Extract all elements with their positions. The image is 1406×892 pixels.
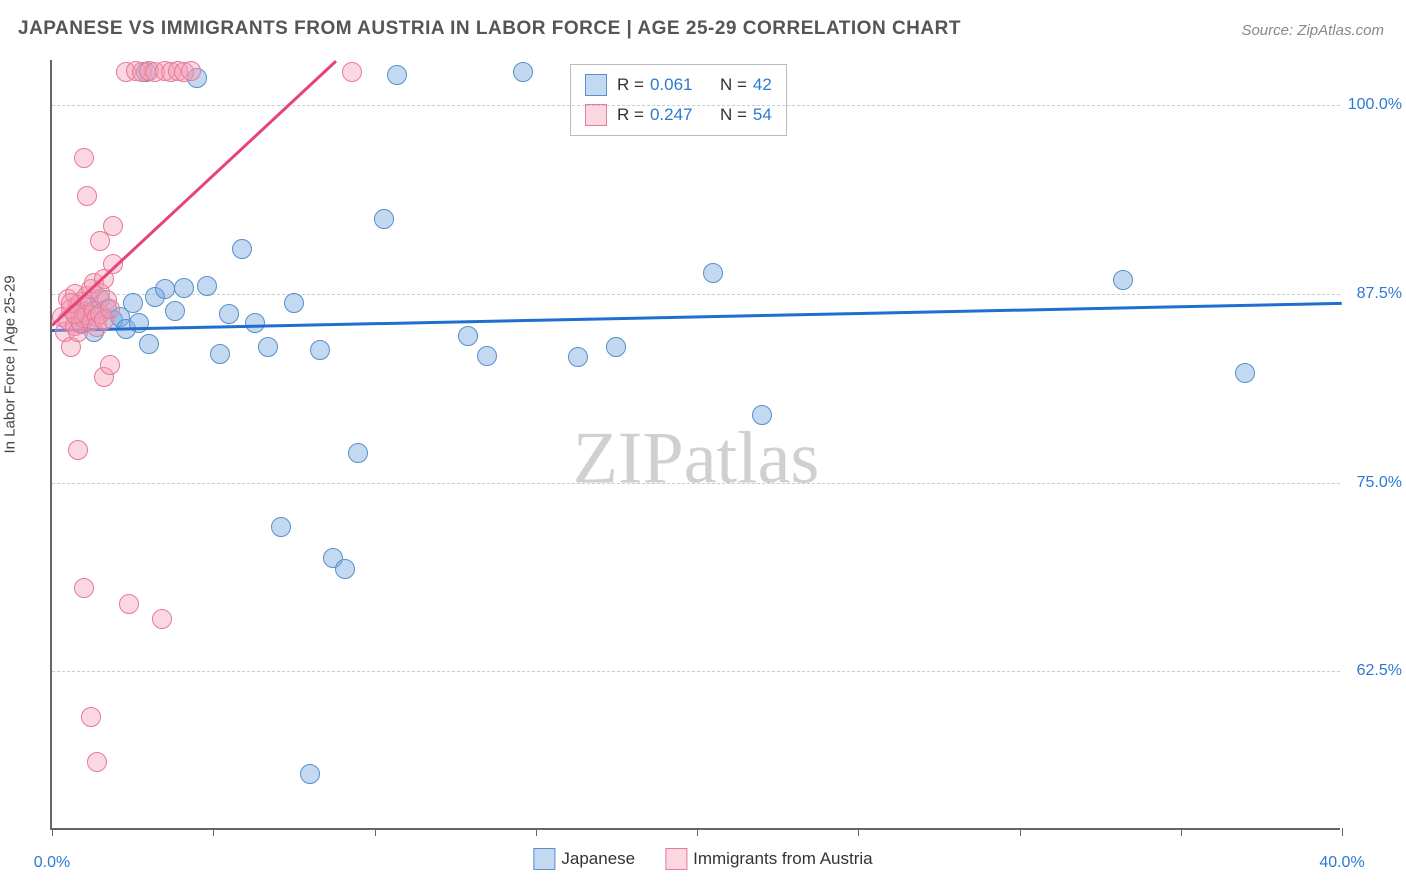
legend-swatch xyxy=(585,74,607,96)
data-point xyxy=(342,62,362,82)
scatter-plot-area: ZIPatlas R =0.061N =42R =0.247N =54 62.5… xyxy=(50,60,1340,830)
data-point xyxy=(374,209,394,229)
x-tick-label: 40.0% xyxy=(1319,854,1364,872)
data-point xyxy=(1235,363,1255,383)
gridline xyxy=(52,671,1340,672)
x-tick xyxy=(536,828,537,836)
data-point xyxy=(77,186,97,206)
gridline xyxy=(52,483,1340,484)
data-point xyxy=(703,263,723,283)
n-value: 54 xyxy=(753,105,772,125)
x-tick xyxy=(52,828,53,836)
x-tick xyxy=(1342,828,1343,836)
data-point xyxy=(210,344,230,364)
y-tick-label: 100.0% xyxy=(1347,96,1402,114)
data-point xyxy=(155,279,175,299)
legend-swatch xyxy=(665,848,687,870)
data-point xyxy=(119,594,139,614)
data-point xyxy=(348,443,368,463)
data-point xyxy=(232,239,252,259)
data-point xyxy=(152,609,172,629)
data-point xyxy=(123,293,143,313)
gridline xyxy=(52,105,1340,106)
x-tick xyxy=(375,828,376,836)
legend-label: Immigrants from Austria xyxy=(693,849,873,869)
source-attribution: Source: ZipAtlas.com xyxy=(1241,22,1384,39)
legend-item: Immigrants from Austria xyxy=(665,844,873,874)
data-point xyxy=(458,326,478,346)
legend-item: Japanese xyxy=(533,844,635,874)
data-point xyxy=(258,337,278,357)
data-point xyxy=(245,313,265,333)
data-point xyxy=(1113,270,1133,290)
data-point xyxy=(284,293,304,313)
data-point xyxy=(513,62,533,82)
data-point xyxy=(90,231,110,251)
gridline xyxy=(52,294,1340,295)
data-point xyxy=(568,347,588,367)
chart-title: JAPANESE VS IMMIGRANTS FROM AUSTRIA IN L… xyxy=(18,18,961,40)
trend-line xyxy=(52,302,1342,332)
x-tick xyxy=(858,828,859,836)
watermark-bold: ZIP xyxy=(573,418,684,500)
data-point xyxy=(387,65,407,85)
data-point xyxy=(65,304,85,324)
data-point xyxy=(310,340,330,360)
series-legend: Japanese Immigrants from Austria xyxy=(533,844,872,874)
legend-label: Japanese xyxy=(561,849,635,869)
data-point xyxy=(165,301,185,321)
data-point xyxy=(87,752,107,772)
data-point xyxy=(100,299,120,319)
y-tick-label: 62.5% xyxy=(1347,662,1402,680)
data-point xyxy=(606,337,626,357)
stats-legend: R = 0.061 N = 42 R = 0.247 N = 54 xyxy=(570,64,787,136)
n-label: N = xyxy=(720,105,747,125)
x-tick-label: 0.0% xyxy=(34,854,70,872)
r-label: R = xyxy=(617,75,644,95)
data-point xyxy=(219,304,239,324)
x-tick xyxy=(697,828,698,836)
data-point xyxy=(335,559,355,579)
x-tick xyxy=(1020,828,1021,836)
data-point xyxy=(752,405,772,425)
y-axis-label: In Labor Force | Age 25-29 xyxy=(2,275,19,453)
r-value: 0.247 xyxy=(650,105,706,125)
data-point xyxy=(197,276,217,296)
data-point xyxy=(300,764,320,784)
n-value: 42 xyxy=(753,75,772,95)
data-point xyxy=(74,148,94,168)
watermark-light: atlas xyxy=(684,418,820,500)
y-tick-label: 87.5% xyxy=(1347,285,1402,303)
y-tick-label: 75.0% xyxy=(1347,474,1402,492)
x-tick xyxy=(1181,828,1182,836)
r-label: R = xyxy=(617,105,644,125)
data-point xyxy=(74,578,94,598)
data-point xyxy=(139,334,159,354)
stats-legend-row: R = 0.061 N = 42 xyxy=(585,70,772,100)
data-point xyxy=(181,61,201,81)
x-tick xyxy=(213,828,214,836)
legend-swatch xyxy=(533,848,555,870)
r-value: 0.061 xyxy=(650,75,706,95)
data-point xyxy=(477,346,497,366)
data-point xyxy=(81,707,101,727)
data-point xyxy=(100,355,120,375)
n-label: N = xyxy=(720,75,747,95)
watermark: ZIPatlas xyxy=(573,417,820,502)
data-point xyxy=(174,278,194,298)
legend-swatch xyxy=(585,104,607,126)
data-point xyxy=(68,440,88,460)
data-point xyxy=(271,517,291,537)
